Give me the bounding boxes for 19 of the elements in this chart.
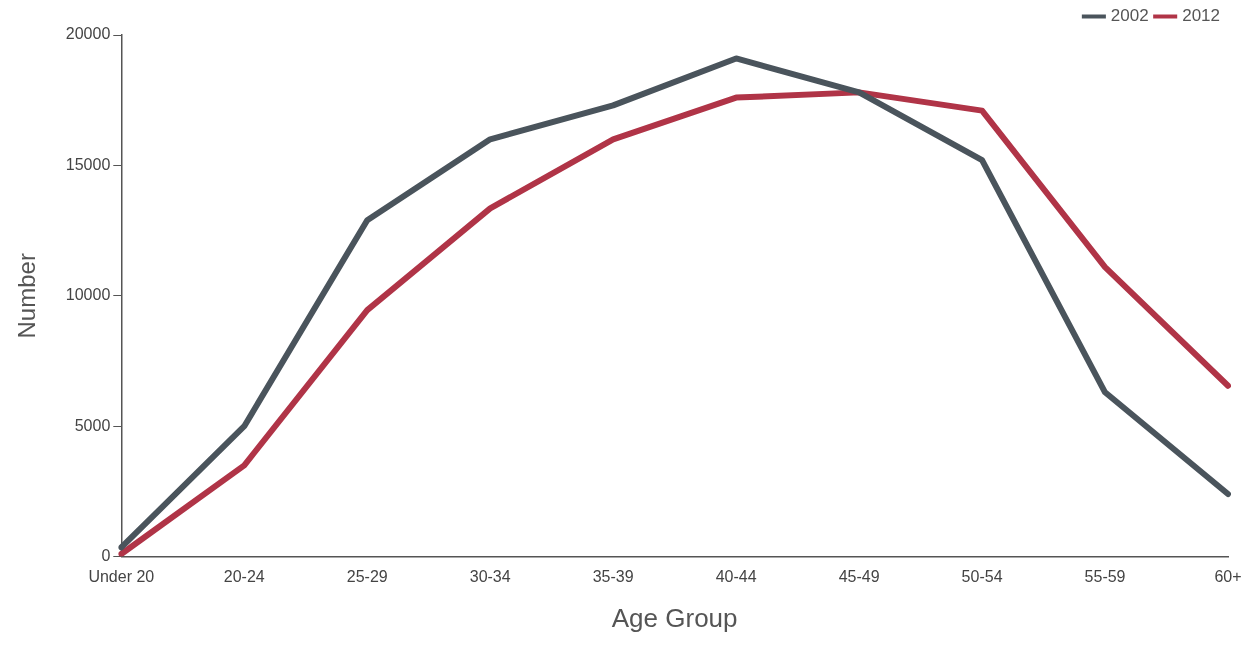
x-tick-label: 50-54: [961, 567, 1003, 585]
x-axis-title: Age Group: [611, 602, 738, 633]
y-tick-label: 10000: [65, 286, 111, 304]
y-axis-title: Number: [13, 253, 41, 339]
y-tick-label: 20000: [65, 25, 111, 43]
x-tick-label: 35-39: [592, 567, 634, 585]
x-tick-label: 30-34: [469, 567, 511, 585]
y-tick-label: 5000: [74, 416, 111, 434]
x-tick-label: 25-29: [346, 567, 388, 585]
x-tick-label: 60+: [1214, 567, 1242, 585]
y-tick-label: 15000: [65, 155, 111, 173]
x-tick-label: Under 20: [88, 567, 155, 585]
legend-label: 2002: [1110, 6, 1149, 26]
y-tick-label: 0: [101, 547, 111, 565]
legend-label: 2012: [1182, 6, 1221, 26]
x-tick-label: 45-49: [838, 567, 880, 585]
x-tick-label: 40-44: [715, 567, 757, 585]
x-tick-label: 20-24: [223, 567, 265, 585]
x-tick-label: 55-59: [1084, 567, 1126, 585]
